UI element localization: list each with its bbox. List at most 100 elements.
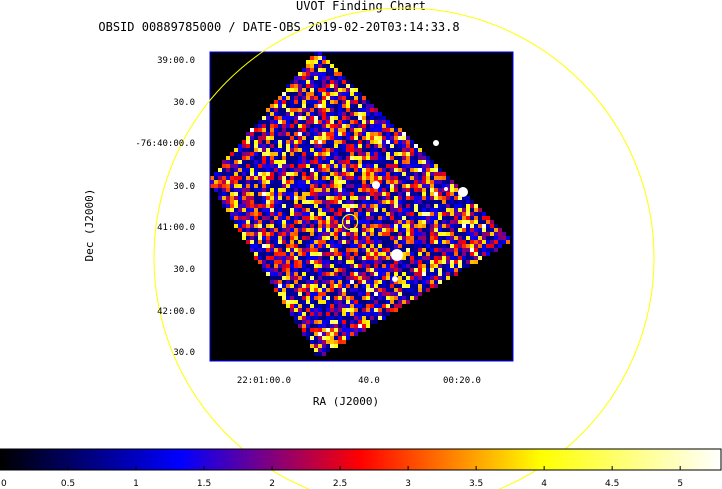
target-marker — [341, 213, 359, 231]
sky-pixel — [258, 188, 262, 192]
sky-pixel — [438, 216, 442, 220]
sky-pixel — [250, 156, 254, 160]
sky-pixel — [422, 248, 426, 252]
sky-pixel — [270, 112, 274, 116]
sky-pixel — [266, 156, 270, 160]
sky-pixel — [354, 292, 358, 296]
sky-pixel — [222, 200, 226, 204]
sky-pixel — [310, 88, 314, 92]
sky-pixel — [274, 216, 278, 220]
sky-pixel — [342, 160, 346, 164]
sky-pixel — [350, 184, 354, 188]
sky-pixel — [426, 228, 430, 232]
sky-pixel — [402, 204, 406, 208]
sky-pixel — [326, 304, 330, 308]
sky-pixel — [390, 280, 394, 284]
sky-pixel — [346, 156, 350, 160]
sky-pixel — [306, 328, 310, 332]
sky-pixel — [274, 128, 278, 132]
sky-pixel — [426, 240, 430, 244]
sky-pixel — [434, 176, 438, 180]
sky-pixel — [350, 332, 354, 336]
sky-pixel — [306, 316, 310, 320]
sky-pixel — [426, 196, 430, 200]
sky-pixel — [294, 144, 298, 148]
sky-pixel — [422, 240, 426, 244]
sky-pixel — [410, 192, 414, 196]
sky-pixel — [298, 208, 302, 212]
colorbar-tick-label: 3.5 — [469, 479, 483, 489]
colorbar-tick-label: 4.5 — [605, 479, 619, 489]
y-tick-label: 41:00.0 — [157, 223, 195, 233]
sky-pixel — [402, 240, 406, 244]
sky-pixel — [242, 192, 246, 196]
sky-pixel — [338, 260, 342, 264]
sky-pixel — [366, 140, 370, 144]
sky-pixel — [290, 120, 294, 124]
sky-pixel — [326, 100, 330, 104]
sky-pixel — [334, 148, 338, 152]
sky-pixel — [426, 164, 430, 168]
sky-pixel — [362, 328, 366, 332]
sky-pixel — [258, 236, 262, 240]
y-tick-label: 30.0 — [173, 348, 195, 358]
sky-pixel — [294, 164, 298, 168]
sky-pixel — [342, 92, 346, 96]
sky-pixel — [418, 196, 422, 200]
sky-pixel — [238, 156, 242, 160]
sky-pixel — [422, 172, 426, 176]
sky-pixel — [406, 192, 410, 196]
sky-pixel — [466, 208, 470, 212]
sky-pixel — [302, 260, 306, 264]
sky-pixel — [326, 232, 330, 236]
sky-pixel — [330, 204, 334, 208]
sky-pixel — [290, 232, 294, 236]
sky-pixel — [302, 312, 306, 316]
sky-pixel — [410, 240, 414, 244]
sky-pixel — [254, 164, 258, 168]
sky-pixel — [318, 208, 322, 212]
sky-pixel — [334, 232, 338, 236]
sky-pixel — [306, 96, 310, 100]
sky-pixel — [318, 60, 322, 64]
sky-pixel — [318, 188, 322, 192]
sky-pixel — [422, 216, 426, 220]
sky-pixel — [282, 296, 286, 300]
sky-pixel — [298, 160, 302, 164]
sky-pixel — [374, 172, 378, 176]
sky-pixel — [338, 312, 342, 316]
sky-pixel — [306, 252, 310, 256]
sky-pixel — [462, 208, 466, 212]
sky-pixel — [334, 92, 338, 96]
sky-pixel — [406, 284, 410, 288]
sky-pixel — [282, 212, 286, 216]
sky-pixel — [442, 276, 446, 280]
sky-pixel — [426, 252, 430, 256]
sky-pixel — [342, 148, 346, 152]
sky-pixel — [386, 240, 390, 244]
sky-pixel — [254, 200, 258, 204]
sky-pixel — [346, 304, 350, 308]
sky-pixel — [446, 260, 450, 264]
sky-pixel — [274, 256, 278, 260]
sky-pixel — [354, 304, 358, 308]
sky-pixel — [358, 304, 362, 308]
sky-pixel — [294, 140, 298, 144]
sky-pixel — [222, 188, 226, 192]
sky-pixel — [458, 224, 462, 228]
sky-pixel — [258, 168, 262, 172]
sky-pixel — [454, 268, 458, 272]
sky-pixel — [302, 188, 306, 192]
sky-pixel — [318, 148, 322, 152]
sky-pixel — [386, 168, 390, 172]
sky-pixel — [282, 196, 286, 200]
sky-pixel — [310, 140, 314, 144]
sky-pixel — [314, 312, 318, 316]
sky-pixel — [330, 180, 334, 184]
sky-pixel — [358, 308, 362, 312]
sky-pixel — [326, 124, 330, 128]
sky-pixel — [310, 144, 314, 148]
sky-pixel — [334, 288, 338, 292]
sky-pixel — [262, 136, 266, 140]
sky-pixel — [446, 176, 450, 180]
